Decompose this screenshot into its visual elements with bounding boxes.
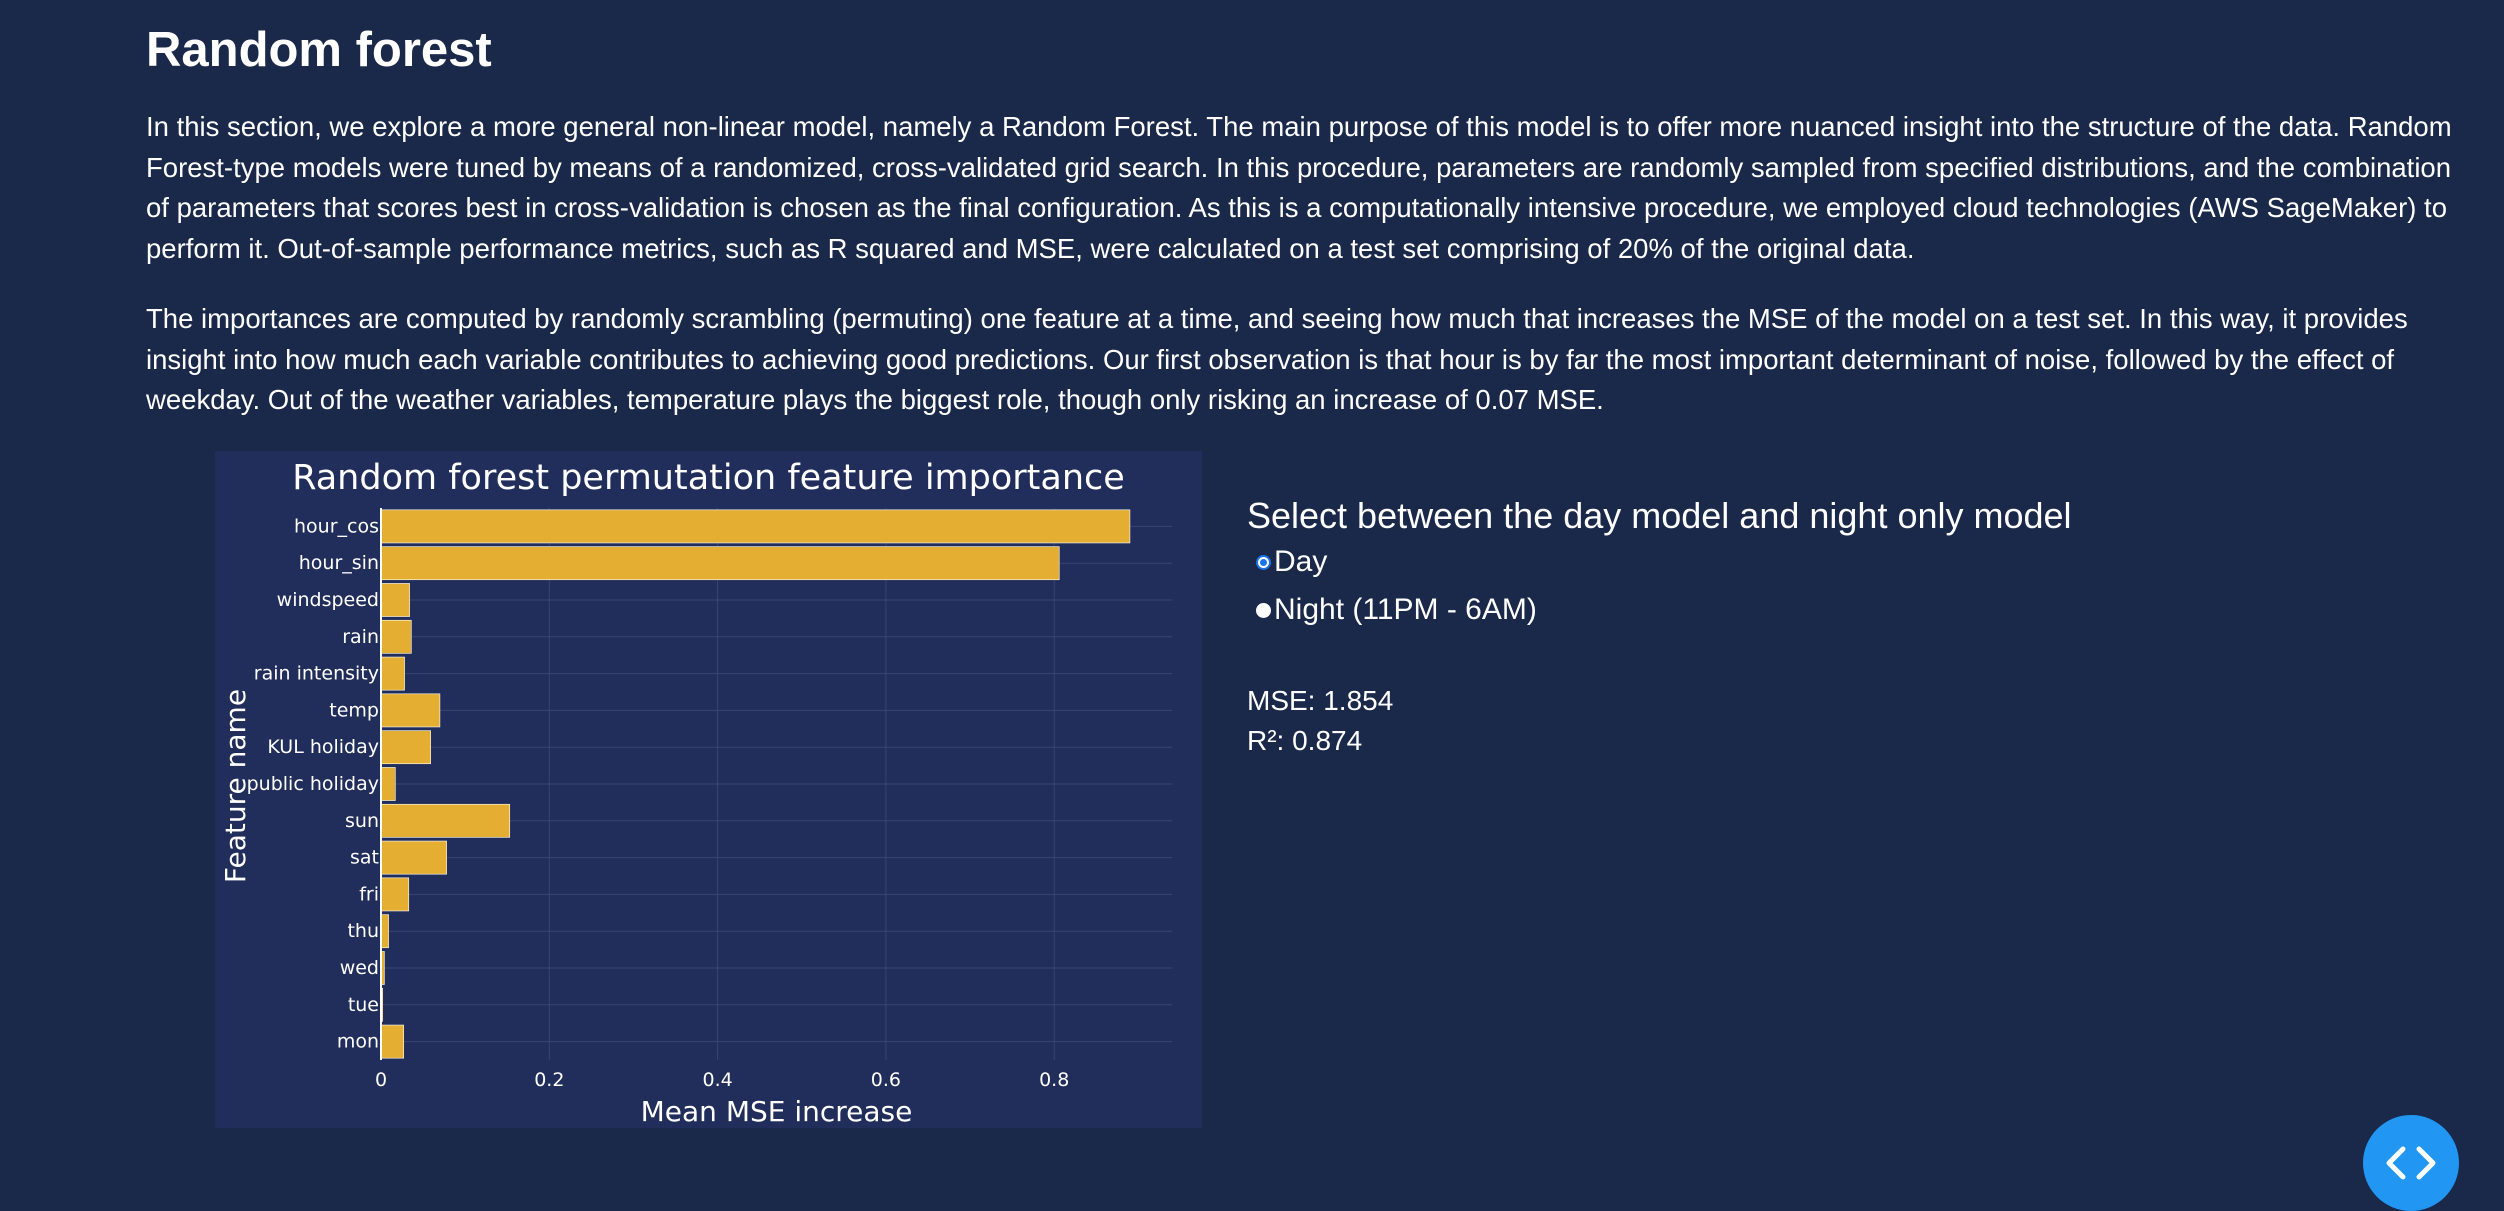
x-tick-label: 0.4: [702, 1069, 732, 1091]
y-tick-label: temp: [329, 699, 379, 721]
feature-importance-chart: Random forest permutation feature import…: [215, 451, 1202, 1128]
bar: [380, 730, 431, 765]
y-tick-label: mon: [337, 1031, 379, 1053]
radio-night[interactable]: Night (11PM - 6AM): [1256, 586, 2072, 634]
y-tick-label: windspeed: [277, 589, 379, 611]
y-tick-label: sun: [345, 810, 379, 832]
x-tick-label: 0: [375, 1069, 387, 1091]
bar: [380, 509, 1131, 544]
x-tick-label: 0.6: [871, 1069, 901, 1091]
model-selector-panel: Select between the day model and night o…: [1247, 494, 2072, 761]
importance-paragraph: The importances are computed by randomly…: [146, 303, 2408, 415]
bar: [380, 693, 441, 728]
bar: [380, 877, 410, 912]
x-tick-label: 0.2: [534, 1069, 564, 1091]
chart-svg: hour_cos hour_sin windspeed rain rain intens…: [219, 508, 1172, 1128]
model-selector-title: Select between the day model and night o…: [1247, 495, 2072, 536]
bar: [380, 1024, 405, 1059]
metrics-block: MSE: 1.854 R²: 0.874: [1247, 681, 2072, 761]
bar: [380, 914, 389, 949]
radio-day-indicator[interactable]: [1256, 554, 1271, 570]
y-tick-label: public holiday: [247, 773, 379, 795]
y-tick-label: fri: [359, 883, 379, 905]
bar: [380, 619, 412, 654]
bar: [380, 546, 1060, 581]
bar: [380, 767, 396, 801]
y-tick-label: tue: [348, 994, 379, 1016]
code-toggle-button[interactable]: [2363, 1115, 2459, 1211]
y-axis-label: Feature name: [219, 689, 252, 883]
mse-metric: MSE: 1.854: [1247, 685, 1394, 716]
chart-title: Random forest permutation feature import…: [292, 458, 1125, 498]
y-tick-label: thu: [347, 920, 379, 942]
radio-day[interactable]: Day: [1256, 538, 2072, 586]
radio-night-indicator[interactable]: [1256, 602, 1271, 618]
y-tick-label: KUL holiday: [267, 736, 379, 758]
bar: [380, 583, 410, 617]
intro-paragraph: In this section, we explore a more gener…: [146, 111, 2452, 264]
y-tick-label: rain intensity: [254, 663, 379, 685]
code-icon: [2386, 1146, 2436, 1180]
radio-day-label: Day: [1274, 545, 1328, 578]
y-tick-label: wed: [340, 957, 379, 979]
y-tick-label: hour_sin: [299, 552, 379, 574]
x-axis-label: Mean MSE increase: [641, 1095, 913, 1128]
y-tick-label: rain: [342, 626, 379, 648]
y-tick-label: hour_cos: [294, 515, 379, 537]
radio-night-label: Night (11PM - 6AM): [1274, 593, 1537, 626]
page-title: Random forest: [146, 23, 492, 77]
bar: [380, 803, 511, 838]
y-tick-label: sat: [350, 847, 379, 869]
bar: [380, 656, 405, 691]
bar: [380, 840, 447, 875]
x-tick-label: 0.8: [1039, 1069, 1069, 1091]
r2-metric: R²: 0.874: [1247, 725, 1363, 756]
